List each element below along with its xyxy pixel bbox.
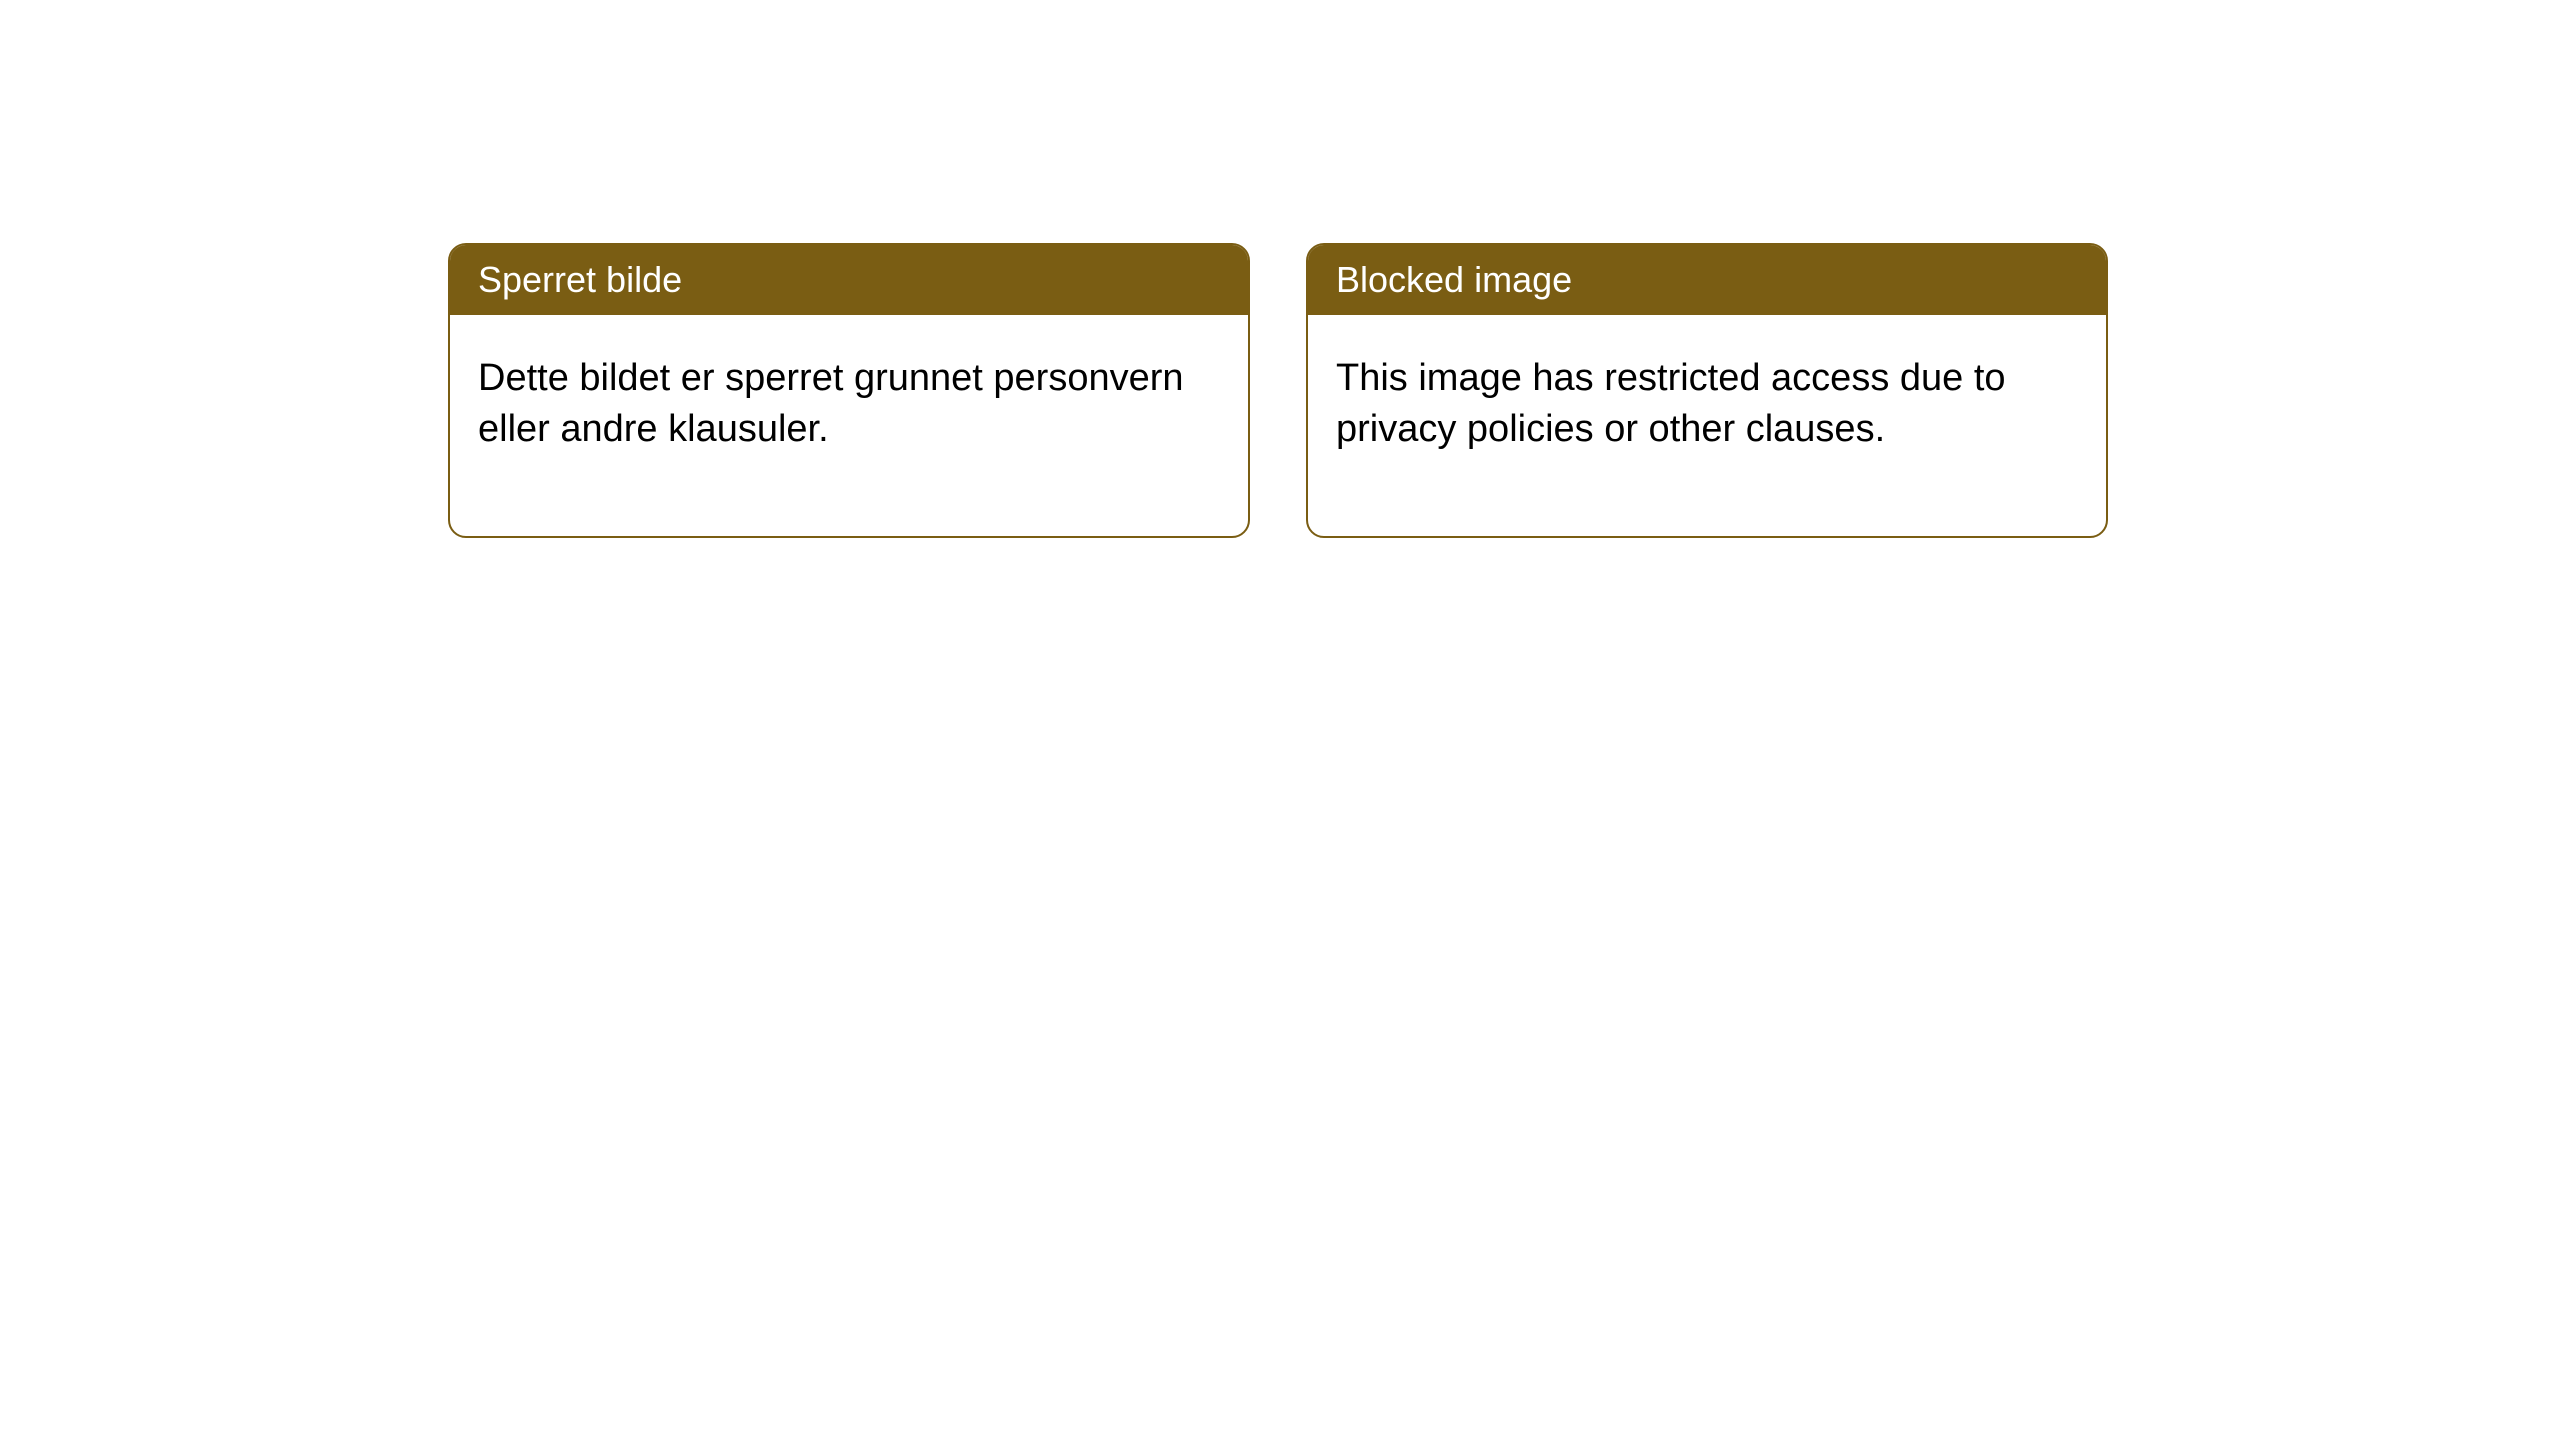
notice-box-en: Blocked image This image has restricted … — [1306, 243, 2108, 538]
notice-body-no: Dette bildet er sperret grunnet personve… — [450, 315, 1248, 536]
notice-box-no: Sperret bilde Dette bildet er sperret gr… — [448, 243, 1250, 538]
notice-header-no: Sperret bilde — [450, 245, 1248, 315]
notice-body-en: This image has restricted access due to … — [1308, 315, 2106, 536]
notice-container: Sperret bilde Dette bildet er sperret gr… — [448, 243, 2108, 538]
notice-header-en: Blocked image — [1308, 245, 2106, 315]
